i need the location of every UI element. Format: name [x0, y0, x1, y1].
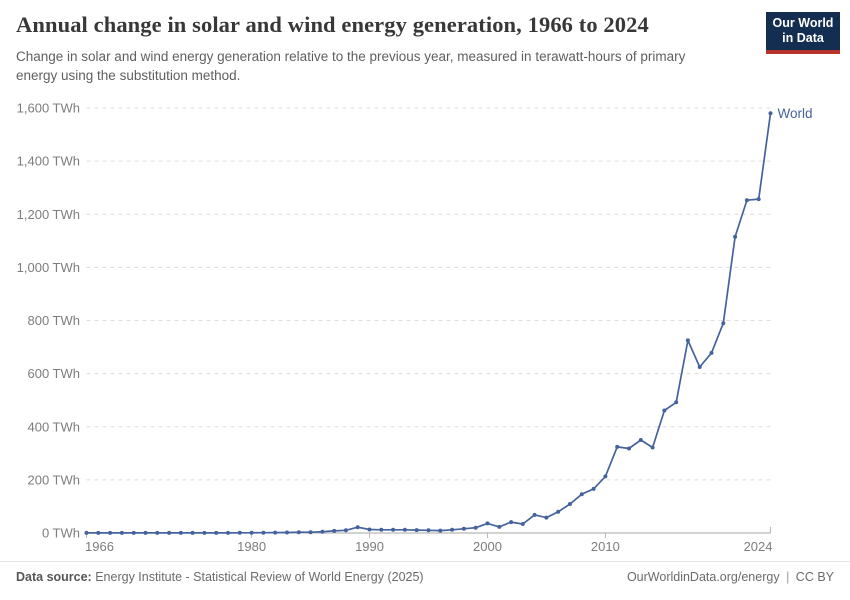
chart-canvas[interactable]: 0 TWh 200 TWh 400 TWh 600 TWh 800 TWh 1,000 T… [0, 95, 850, 560]
data-source-text: Energy Institute - Statistical Review of… [91, 570, 424, 584]
data-point[interactable] [426, 528, 431, 533]
x-axis-label: 1990 [355, 539, 384, 554]
line-chart[interactable]: 0 TWh 200 TWh 400 TWh 600 TWh 800 TWh 1,000 T… [0, 95, 850, 560]
y-axis-label: 1,400 TWh [17, 154, 80, 169]
data-point[interactable] [579, 492, 584, 497]
data-point[interactable] [497, 524, 502, 529]
data-point[interactable] [273, 530, 278, 535]
data-point[interactable] [391, 527, 396, 532]
footer-separator: | [786, 570, 790, 584]
data-point[interactable] [214, 530, 219, 535]
data-point[interactable] [190, 530, 195, 535]
data-point[interactable] [733, 234, 738, 239]
footer-links: OurWorldinData.org/energy | CC BY [627, 570, 834, 584]
data-point[interactable] [343, 528, 348, 533]
data-point[interactable] [685, 338, 690, 343]
data-point[interactable] [638, 438, 643, 442]
series-end-label[interactable]: World [778, 106, 813, 121]
data-point[interactable] [178, 530, 183, 535]
data-source-label: Data source: [16, 570, 92, 584]
data-point[interactable] [108, 530, 113, 535]
data-point[interactable] [756, 197, 761, 202]
data-point[interactable] [461, 526, 466, 531]
data-point[interactable] [744, 198, 749, 203]
data-point[interactable] [96, 530, 101, 535]
chart-header: Annual change in solar and wind energy g… [16, 12, 840, 85]
owid-url-link[interactable]: OurWorldinData.org/energy [626, 570, 780, 584]
owid-logo-line1: Our World [772, 15, 834, 30]
data-point[interactable] [650, 445, 655, 450]
data-point[interactable] [674, 400, 679, 405]
data-point[interactable] [556, 509, 561, 514]
data-point[interactable] [167, 530, 172, 535]
data-point[interactable] [414, 528, 419, 533]
data-point[interactable] [450, 527, 455, 532]
data-point[interactable] [721, 321, 726, 326]
y-axis-label: 200 TWh [27, 472, 80, 487]
data-point[interactable] [662, 408, 667, 413]
x-axis-label: 2010 [591, 539, 620, 554]
y-axis-label: 400 TWh [27, 419, 80, 434]
data-point[interactable] [697, 365, 702, 369]
owid-logo[interactable]: Our World in Data [766, 12, 840, 54]
x-axis-label: 2024 [744, 539, 773, 554]
data-point[interactable] [355, 525, 360, 530]
data-point[interactable] [768, 111, 773, 116]
data-point[interactable] [402, 527, 407, 532]
data-point[interactable] [202, 530, 207, 535]
data-point[interactable] [131, 530, 136, 535]
data-point[interactable] [627, 446, 631, 451]
data-point[interactable] [603, 474, 608, 479]
y-axis-label: 800 TWh [27, 313, 80, 328]
data-point[interactable] [544, 515, 549, 520]
data-point[interactable] [332, 528, 337, 533]
x-axis-label: 2000 [473, 539, 502, 554]
y-axis-label: 0 TWh [42, 526, 80, 541]
data-point[interactable] [261, 530, 266, 535]
chart-footer: Data source: Energy Institute - Statisti… [0, 561, 850, 584]
data-point[interactable] [296, 530, 301, 535]
data-point[interactable] [615, 444, 620, 449]
chart-subtitle: Change in solar and wind energy generati… [16, 49, 686, 84]
world-series-line[interactable] [85, 112, 772, 534]
data-point[interactable] [473, 525, 478, 530]
data-point[interactable] [226, 530, 230, 535]
data-point[interactable] [485, 521, 490, 526]
data-point[interactable] [709, 350, 714, 355]
data-point[interactable] [509, 520, 514, 525]
y-axis-label: 1,000 TWh [17, 260, 80, 275]
data-point[interactable] [379, 527, 384, 532]
x-axis-label: 1966 [85, 539, 114, 554]
x-axis-label: 1980 [237, 539, 266, 554]
data-point[interactable] [591, 486, 596, 491]
data-point[interactable] [285, 530, 289, 535]
data-point[interactable] [119, 530, 124, 535]
y-axis-label: 600 TWh [27, 366, 80, 381]
data-point[interactable] [84, 530, 89, 535]
data-point[interactable] [308, 530, 313, 535]
data-point[interactable] [520, 522, 525, 526]
data-point[interactable] [143, 530, 148, 535]
y-axis-label: 1,600 TWh [17, 101, 80, 116]
y-axis-label: 1,200 TWh [17, 207, 80, 222]
chart-title: Annual change in solar and wind energy g… [16, 12, 649, 37]
data-source: Data source: Energy Institute - Statisti… [16, 570, 424, 584]
data-point[interactable] [367, 527, 372, 532]
data-point[interactable] [568, 502, 572, 506]
owid-logo-line2: in Data [782, 31, 824, 45]
data-point[interactable] [155, 530, 160, 535]
data-point[interactable] [320, 529, 325, 534]
data-point[interactable] [237, 530, 242, 535]
data-point[interactable] [438, 528, 443, 533]
data-point[interactable] [249, 530, 254, 535]
data-point[interactable] [532, 512, 537, 517]
license-link[interactable]: CC BY [795, 570, 834, 584]
header-text: Annual change in solar and wind energy g… [16, 12, 713, 85]
